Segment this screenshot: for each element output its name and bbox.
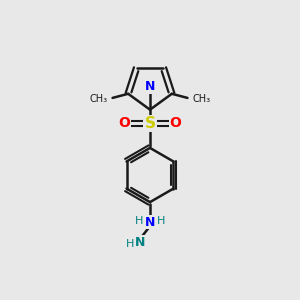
Text: CH₃: CH₃ <box>193 94 211 104</box>
Text: N: N <box>145 216 155 229</box>
Text: H: H <box>126 239 134 249</box>
Text: H: H <box>157 216 165 226</box>
Text: O: O <box>170 116 182 130</box>
Text: CH₃: CH₃ <box>89 94 107 104</box>
Text: N: N <box>145 80 155 93</box>
Text: O: O <box>118 116 130 130</box>
Text: S: S <box>145 116 155 131</box>
Text: N: N <box>134 236 145 249</box>
Text: H: H <box>135 216 143 226</box>
